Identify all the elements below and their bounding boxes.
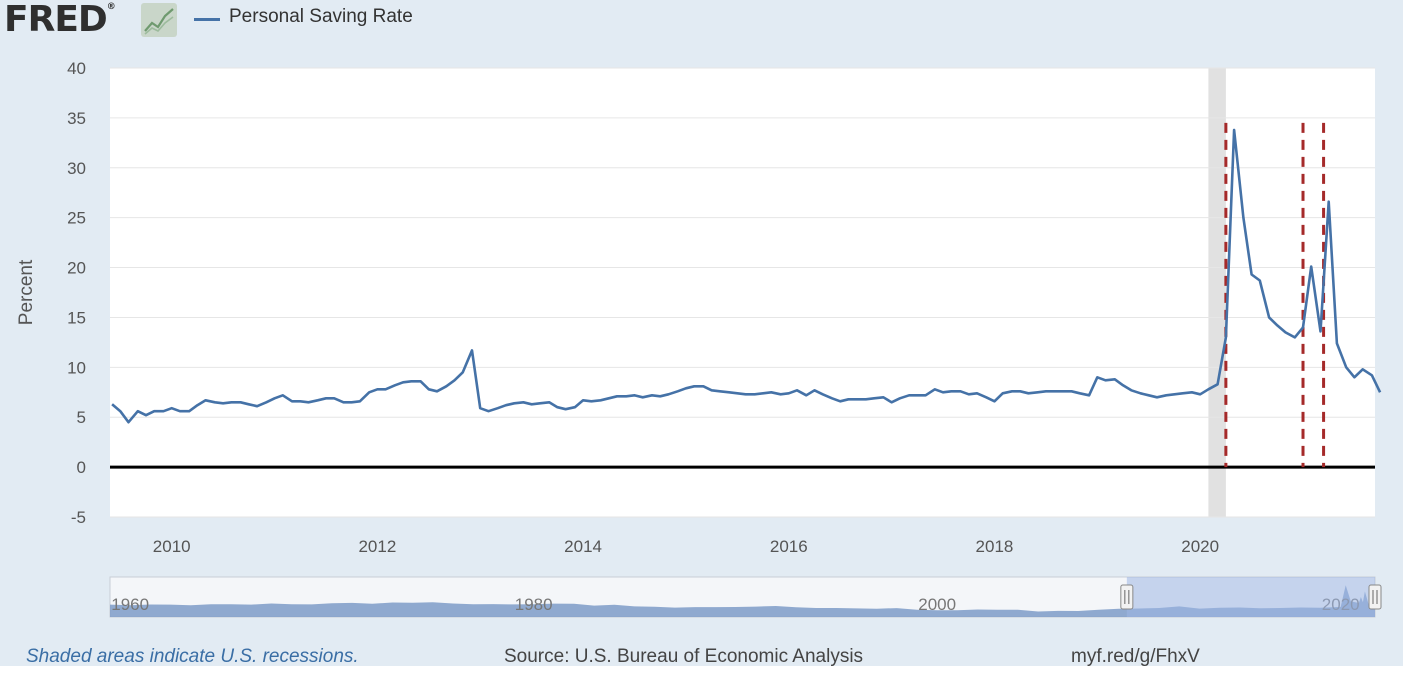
- x-tick-label: 2010: [153, 537, 191, 556]
- x-tick-label: 2020: [1181, 537, 1219, 556]
- y-axis-title: Percent: [16, 259, 37, 325]
- y-tick-label: 30: [67, 159, 86, 178]
- recession-shade: [1208, 68, 1226, 517]
- plot-area: -5 0 5 10 15 20 25 30 35 40 2010 2012 2014 2016 2018 20…: [16, 59, 1382, 556]
- chart-container: FRED® Personal Saving Rate -5 0 5 10 15 20 25 3…: [0, 0, 1403, 667]
- graph-icon: [141, 3, 177, 37]
- y-tick-label: 25: [67, 209, 86, 228]
- legend-series-label[interactable]: Personal Saving Rate: [229, 6, 413, 27]
- x-tick-label: 2018: [976, 537, 1014, 556]
- navigator-year-label: 1980: [515, 595, 553, 614]
- short-link[interactable]: myf.red/g/FhxV: [1071, 646, 1200, 667]
- plot-background: [110, 68, 1375, 517]
- chart-footer: Shaded areas indicate U.S. recessions. S…: [0, 642, 1403, 667]
- y-tick-label: 15: [67, 308, 86, 327]
- handle-body: [1368, 584, 1382, 610]
- handle-body: [1120, 584, 1134, 610]
- y-tick-label: 10: [67, 358, 86, 377]
- navigator-area: [110, 585, 1375, 617]
- y-tick-label: 20: [67, 259, 86, 278]
- x-tick-label: 2014: [564, 537, 602, 556]
- navigator-year-label: 1960: [111, 595, 149, 614]
- navigator-right-handle[interactable]: [1368, 584, 1382, 610]
- series-line-personal-saving-rate: [111, 128, 1382, 424]
- navigator-left-handle[interactable]: [1120, 584, 1134, 610]
- fred-logo[interactable]: FRED®: [4, 0, 116, 40]
- range-navigator[interactable]: 1960198020002020: [109, 576, 1382, 618]
- chart-svg: -5 0 5 10 15 20 25 30 35 40 2010 2012 2014 2016 2018 20…: [16, 59, 1382, 618]
- recession-note: Shaded areas indicate U.S. recessions.: [26, 646, 359, 667]
- y-tick-label: -5: [71, 508, 86, 527]
- source-text: Source: U.S. Bureau of Economic Analysis: [504, 646, 864, 667]
- y-tick-label: 40: [67, 59, 86, 78]
- y-tick-label: 0: [77, 458, 86, 477]
- fred-logo-reg-mark: ®: [106, 2, 116, 12]
- navigator-selected-range[interactable]: [1126, 577, 1375, 617]
- fred-logo-text: FRED: [4, 0, 108, 40]
- y-tick-label: 35: [67, 109, 86, 128]
- x-tick-label: 2012: [358, 537, 396, 556]
- navigator-year-label: 2000: [918, 595, 956, 614]
- legend-series-swatch: [194, 18, 220, 21]
- x-tick-label: 2016: [770, 537, 808, 556]
- y-tick-label: 5: [77, 408, 86, 427]
